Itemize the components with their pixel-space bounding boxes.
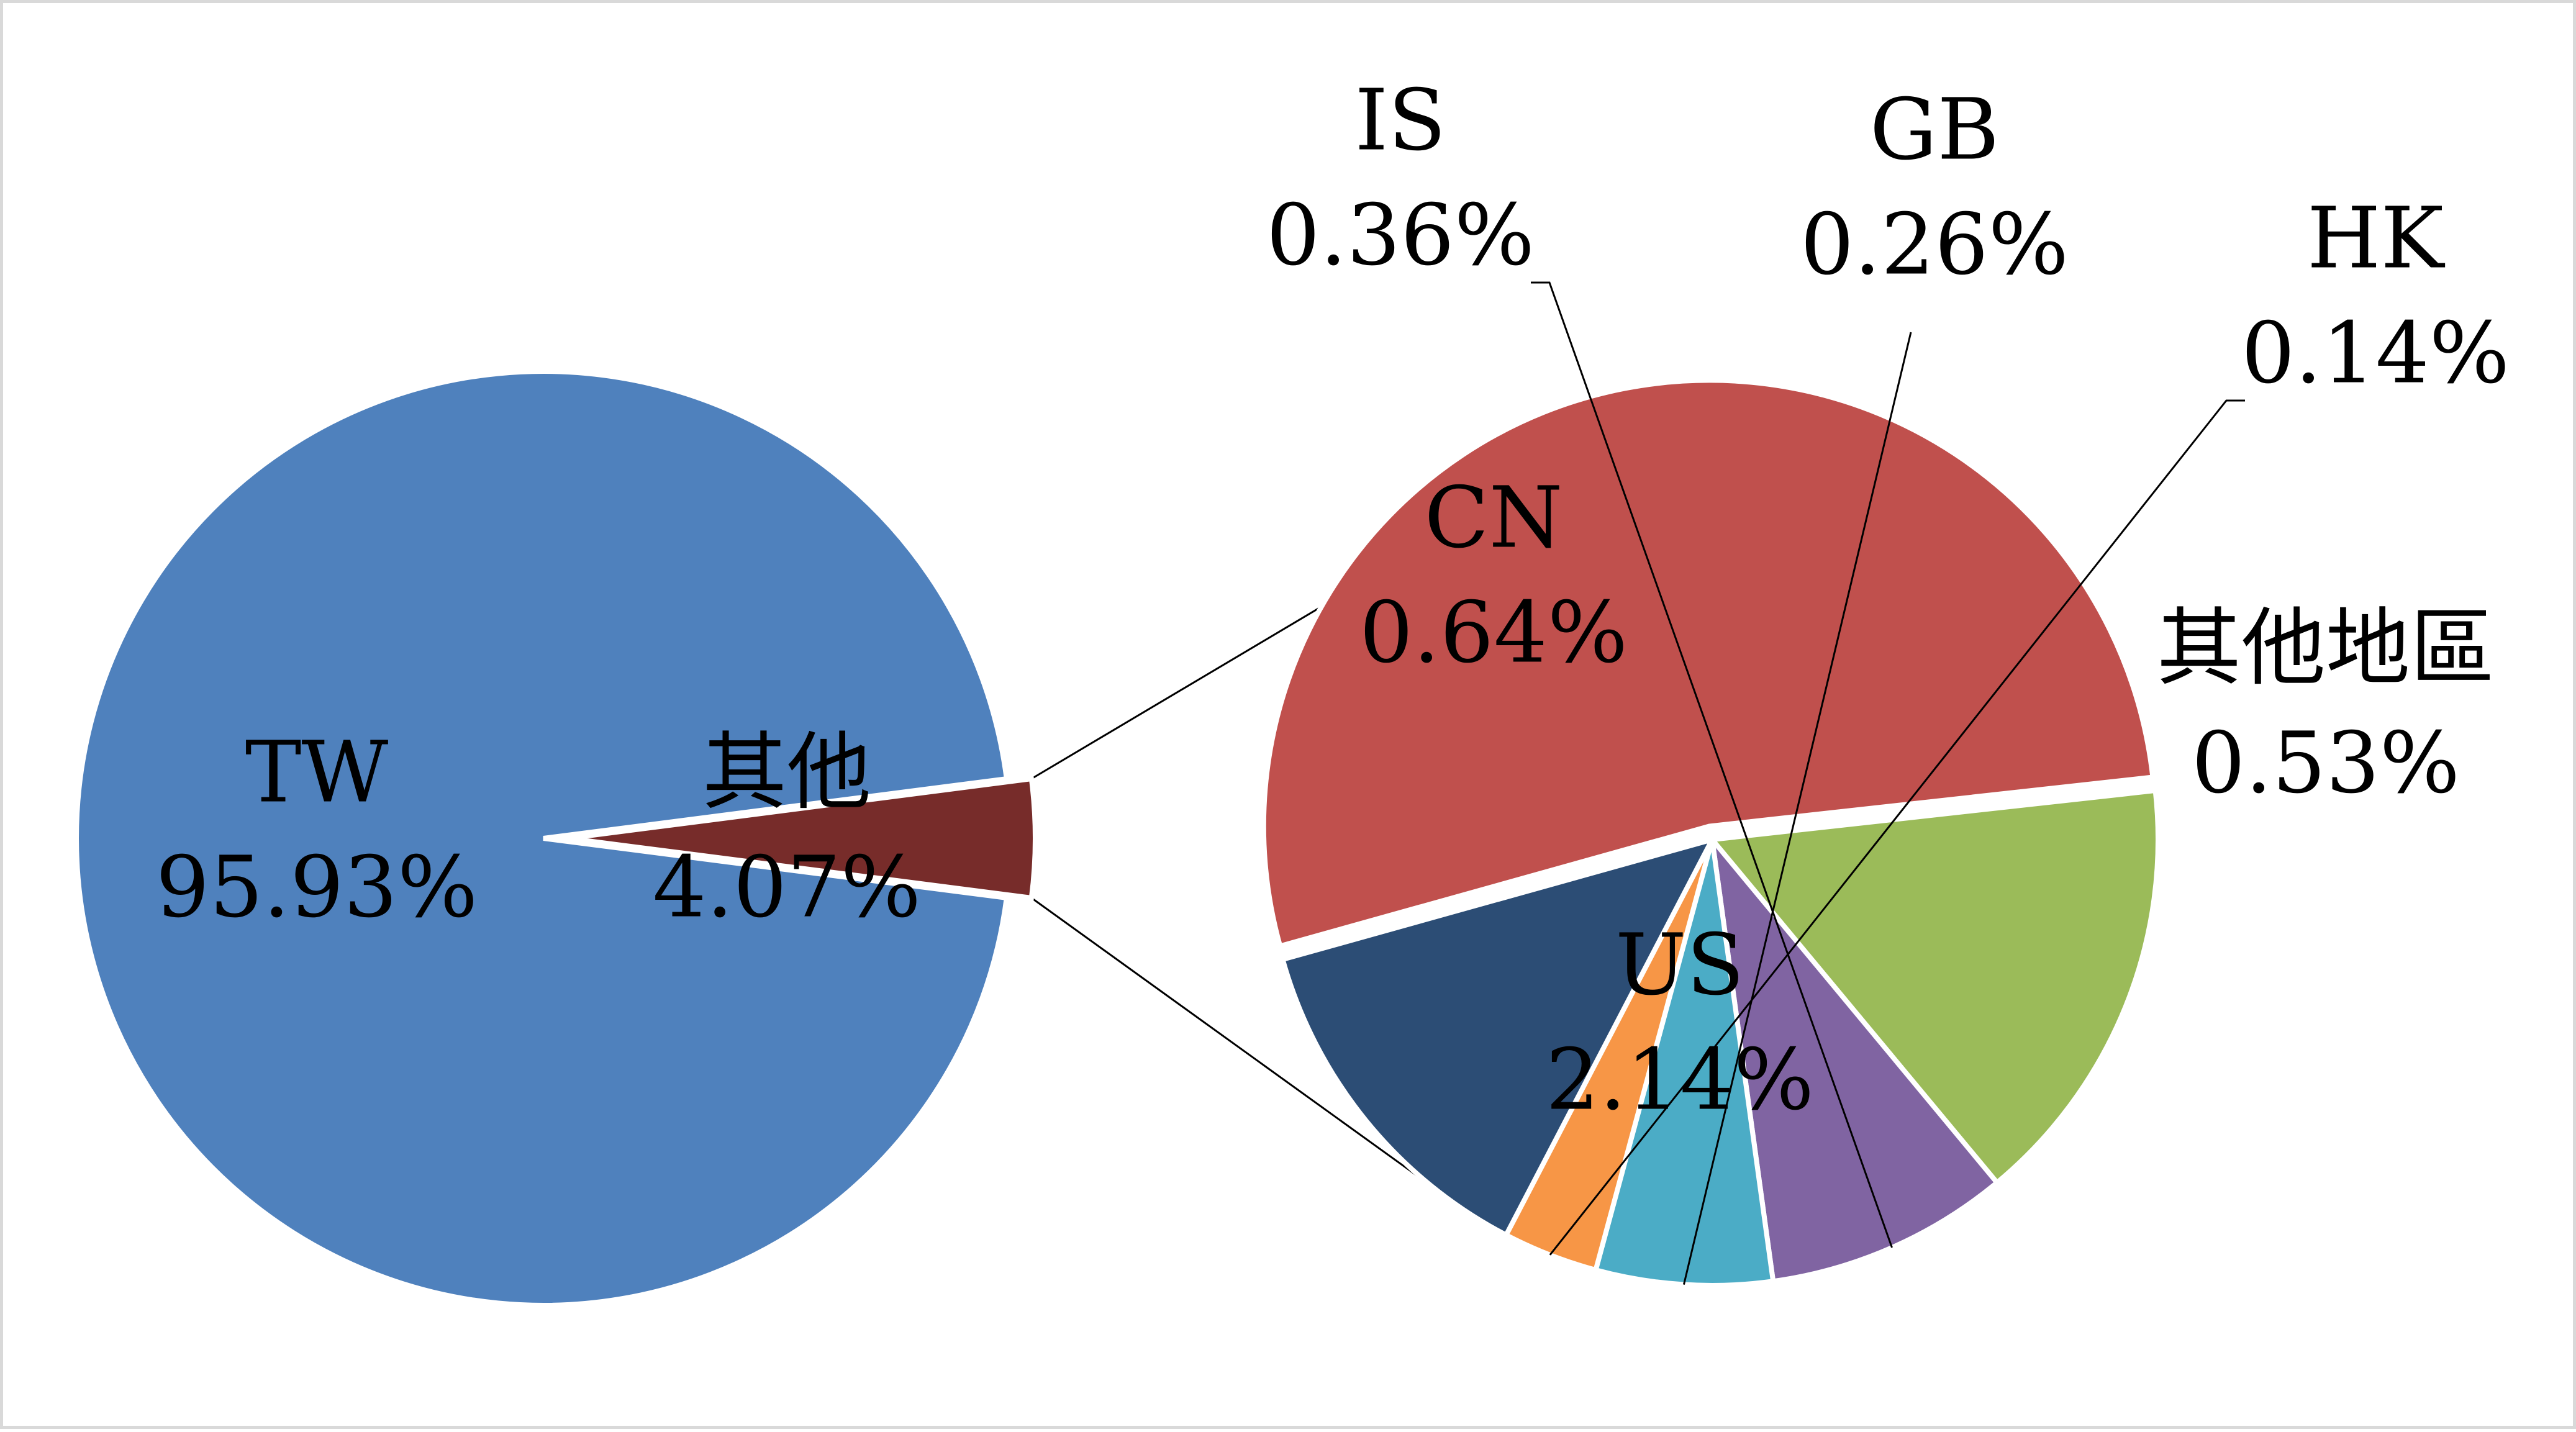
label-hk-value: 0.14%	[2241, 305, 2510, 403]
label-us-value: 2.14%	[1546, 1031, 1814, 1130]
label-other-regions-name: 其他地區	[2157, 600, 2495, 698]
label-is-value: 0.36%	[1266, 187, 1535, 285]
label-is-name: IS	[1355, 72, 1446, 170]
label-hk-name: HK	[2307, 190, 2446, 288]
label-other-name: 其他	[702, 724, 871, 822]
label-tw-name: TW	[245, 724, 389, 822]
main-slice-tw	[74, 369, 1010, 1308]
label-cn-name: CN	[1424, 469, 1562, 568]
label-other-regions-value: 0.53%	[2192, 715, 2460, 813]
pie-of-pie-chart: TW 95.93% 其他 4.07% US 2.14% CN 0.64% IS 0.36% GB 0.…	[74, 72, 2510, 1308]
main-pie	[74, 369, 1038, 1308]
connector-lines	[1030, 596, 1433, 1187]
connector-line-top	[1031, 596, 1339, 780]
connector-line-bottom	[1030, 897, 1433, 1187]
label-gb-value: 0.26%	[1800, 196, 2069, 294]
label-tw-value: 95.93%	[156, 839, 478, 937]
secondary-pie	[1261, 378, 2161, 1288]
secondary-slice-us	[1261, 378, 2156, 949]
label-cn-value: 0.64%	[1359, 584, 1628, 682]
label-us-name: US	[1615, 917, 1744, 1015]
main-slice-other	[568, 776, 1038, 901]
leader-line-gb	[1682, 332, 1912, 1285]
secondary-slice-cn	[1707, 787, 2161, 1187]
data-labels: TW 95.93% 其他 4.07% US 2.14% CN 0.64% IS 0.36% GB 0.…	[156, 72, 2510, 1130]
leader-line-is	[1531, 281, 1893, 1248]
leader-lines	[1531, 281, 2245, 1285]
leader-line-hk	[1549, 399, 2245, 1256]
secondary-slice-other-regions	[1279, 835, 1717, 1239]
label-other-value: 4.07%	[653, 839, 921, 937]
label-gb-name: GB	[1870, 81, 2000, 179]
